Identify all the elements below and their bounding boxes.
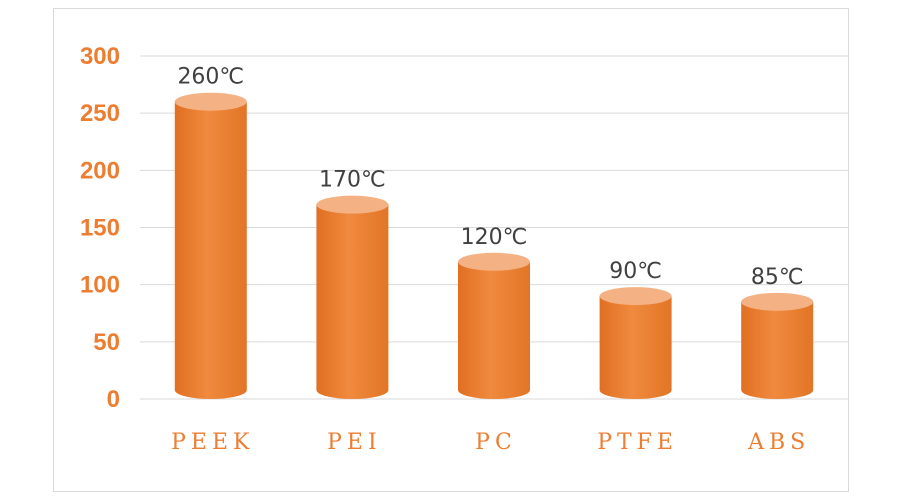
y-tick-label: 150 <box>80 215 120 242</box>
data-label: 120℃ <box>461 225 528 250</box>
bar-top-peek <box>174 92 247 111</box>
bar-top-ptfe <box>599 287 672 306</box>
y-axis: 0 50 100 150 200 250 300 <box>80 43 120 413</box>
x-axis: PEEK PEI PC PTFE ABS <box>171 430 810 455</box>
y-tick-label: 50 <box>93 329 120 356</box>
bar-top-pei <box>316 195 389 214</box>
bar-pei <box>316 204 389 399</box>
y-tick-label: 200 <box>80 157 120 184</box>
data-label: 90℃ <box>609 259 662 284</box>
x-tick-label: PEEK <box>171 430 254 455</box>
gridlines <box>140 55 848 400</box>
y-tick-label: 100 <box>80 272 120 299</box>
bar-top-abs <box>741 292 814 311</box>
y-tick-label: 250 <box>80 100 120 127</box>
bar-top-pc <box>458 252 530 271</box>
y-tick-label: 0 <box>107 386 120 413</box>
x-tick-label: ABS <box>747 430 810 455</box>
bar-pc <box>458 261 530 399</box>
data-label: 170℃ <box>319 168 386 193</box>
x-tick-label: PTFE <box>597 430 678 455</box>
x-tick-label: PC <box>475 430 517 455</box>
y-tick-label: 300 <box>80 43 120 70</box>
bar-abs <box>741 301 814 399</box>
bar-peek <box>174 101 247 399</box>
x-tick-label: PEI <box>327 430 382 455</box>
bars: 260℃ 170℃ 120℃ 90℃ 85℃ <box>174 65 814 399</box>
data-label: 260℃ <box>177 65 244 90</box>
bar-ptfe <box>599 296 672 399</box>
data-label: 85℃ <box>751 265 804 290</box>
